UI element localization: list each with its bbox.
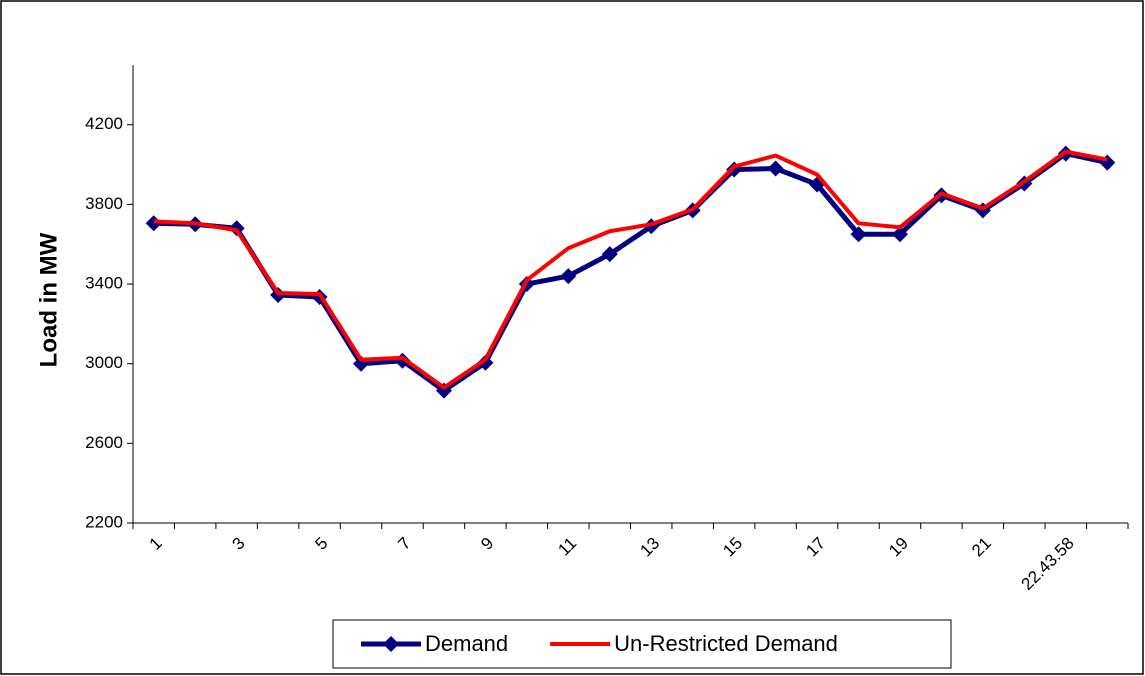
- legend-label: Demand: [425, 631, 508, 656]
- series-line: [153, 149, 1108, 390]
- legend-marker: [383, 636, 399, 652]
- y-tick-label: 4200: [85, 114, 123, 133]
- legend-label: Un-Restricted Demand: [614, 631, 838, 656]
- y-tick-label: 3400: [85, 274, 123, 293]
- legend-box: [332, 619, 952, 669]
- point-marker: [767, 160, 784, 177]
- y-tick-label: 2600: [85, 433, 123, 452]
- point-marker: [477, 354, 494, 371]
- y-tick-label: 3000: [85, 353, 123, 372]
- y-tick-label: 2200: [85, 512, 123, 531]
- point-marker: [850, 226, 867, 243]
- y-tick-label: 3800: [85, 194, 123, 213]
- point-marker: [891, 226, 908, 243]
- point-marker: [560, 268, 577, 285]
- y-axis-label: Load in MW: [35, 232, 62, 367]
- point-marker: [601, 246, 618, 263]
